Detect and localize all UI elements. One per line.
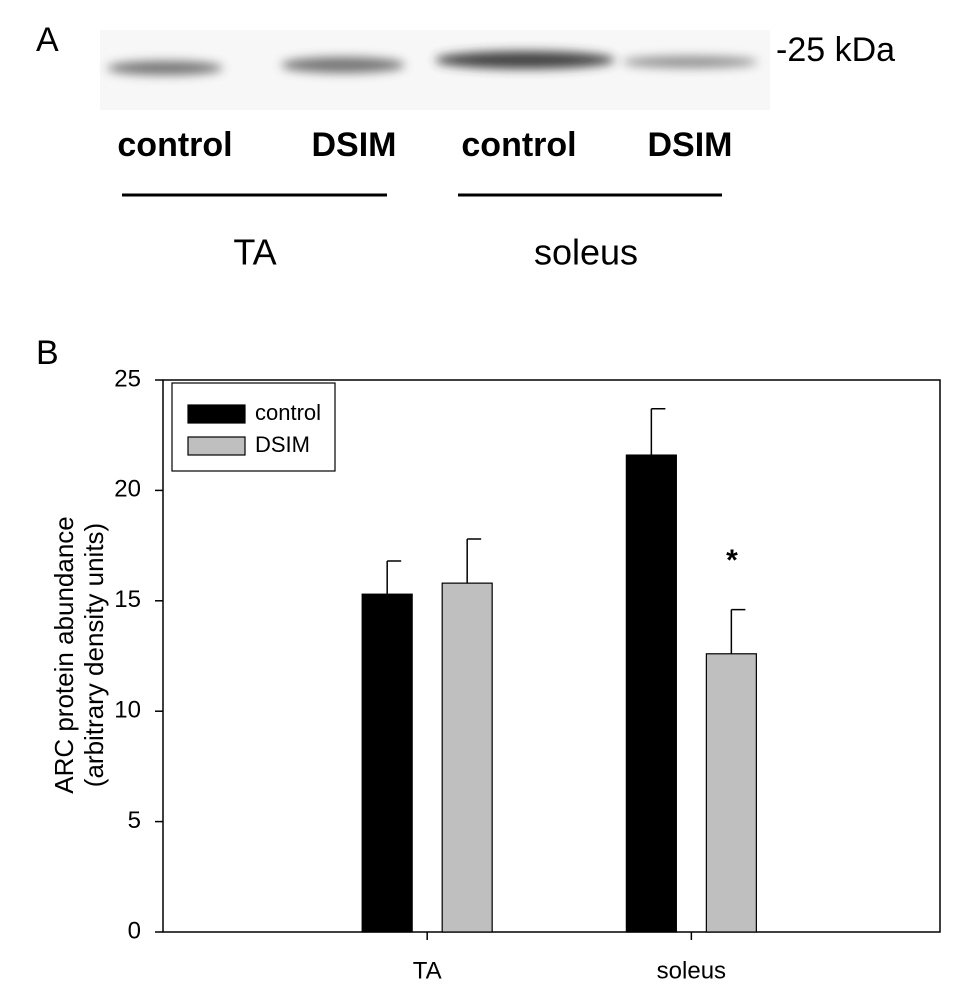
group-label: soleus	[534, 232, 638, 273]
error-bar	[650, 407, 666, 456]
y-axis-label: (arbitrary density units)	[79, 523, 109, 787]
plot-frame	[162, 379, 941, 933]
y-tick-label: 5	[128, 807, 141, 834]
lane-label: control	[117, 126, 232, 164]
y-tick-label: 20	[114, 476, 141, 503]
legend-swatch	[187, 404, 246, 424]
x-tick-label: TA	[413, 957, 442, 984]
marker-label: -25 kDa	[776, 31, 895, 69]
y-axis-label: ARC protein abundance	[49, 516, 79, 794]
legend-label: DSIM	[255, 432, 310, 457]
error-bar	[386, 560, 402, 595]
bar	[441, 582, 493, 933]
group-label: TA	[233, 232, 276, 273]
legend	[171, 382, 336, 472]
error-bar	[730, 608, 746, 654]
panel-label: B	[36, 334, 59, 372]
error-bar	[466, 538, 482, 584]
lane-label: DSIM	[312, 126, 397, 164]
blot	[100, 30, 770, 110]
y-tick-label: 10	[114, 697, 141, 724]
x-tick-label: soleus	[657, 957, 726, 984]
panel-label: A	[36, 21, 59, 59]
bar	[361, 593, 413, 933]
legend-swatch	[187, 436, 246, 456]
y-tick-label: 0	[128, 917, 141, 944]
y-tick-label: 15	[114, 586, 141, 613]
significance-mark: *	[726, 544, 738, 577]
lane-label: DSIM	[648, 126, 733, 164]
bar	[705, 653, 757, 933]
legend-label: control	[255, 400, 321, 425]
y-tick-label: 25	[114, 365, 141, 392]
lane-label: control	[461, 126, 576, 164]
bar	[625, 454, 677, 933]
